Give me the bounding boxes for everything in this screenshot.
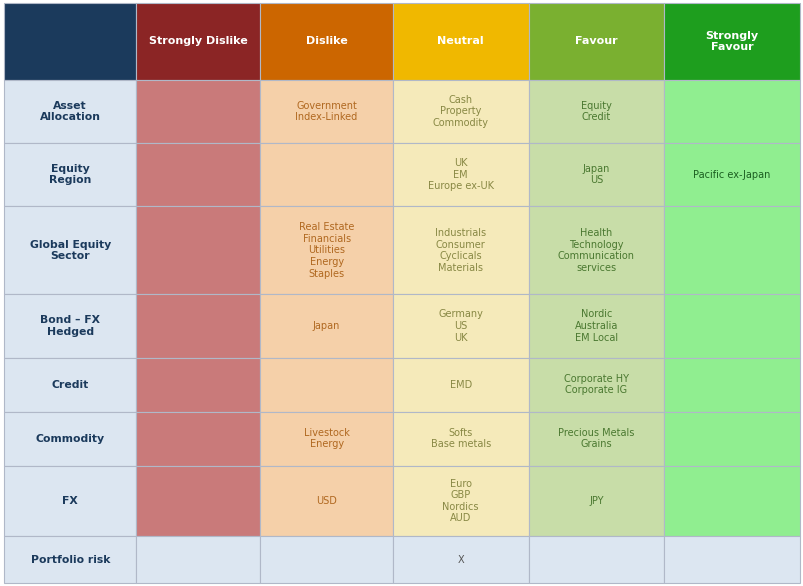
Text: Precious Metals
Grains: Precious Metals Grains (557, 428, 634, 449)
FancyBboxPatch shape (393, 206, 528, 294)
Text: Bond – FX
Hedged: Bond – FX Hedged (40, 315, 100, 337)
FancyBboxPatch shape (663, 143, 799, 206)
FancyBboxPatch shape (663, 80, 799, 143)
FancyBboxPatch shape (260, 206, 393, 294)
Text: Real Estate
Financials
Utilities
Energy
Staples: Real Estate Financials Utilities Energy … (299, 222, 354, 278)
FancyBboxPatch shape (4, 466, 137, 536)
Text: Softs
Base metals: Softs Base metals (430, 428, 490, 449)
FancyBboxPatch shape (4, 206, 137, 294)
Text: Japan: Japan (312, 321, 340, 331)
FancyBboxPatch shape (393, 143, 528, 206)
FancyBboxPatch shape (260, 80, 393, 143)
Text: Dislike: Dislike (305, 36, 347, 46)
Text: Neutral: Neutral (437, 36, 483, 46)
FancyBboxPatch shape (663, 294, 799, 357)
Text: Asset
Allocation: Asset Allocation (39, 101, 100, 122)
FancyBboxPatch shape (260, 3, 393, 80)
Text: X: X (457, 554, 463, 564)
FancyBboxPatch shape (137, 536, 260, 583)
FancyBboxPatch shape (4, 143, 137, 206)
FancyBboxPatch shape (528, 3, 663, 80)
FancyBboxPatch shape (137, 3, 260, 80)
Text: Germany
US
UK: Germany US UK (438, 309, 483, 343)
Text: Corporate HY
Corporate IG: Corporate HY Corporate IG (563, 374, 628, 396)
FancyBboxPatch shape (393, 3, 528, 80)
Text: Livestock
Energy: Livestock Energy (304, 428, 349, 449)
Text: Strongly Dislike: Strongly Dislike (149, 36, 247, 46)
FancyBboxPatch shape (393, 466, 528, 536)
Text: Portfolio risk: Portfolio risk (31, 554, 110, 564)
FancyBboxPatch shape (663, 411, 799, 466)
FancyBboxPatch shape (663, 206, 799, 294)
FancyBboxPatch shape (4, 411, 137, 466)
FancyBboxPatch shape (4, 357, 137, 411)
FancyBboxPatch shape (663, 466, 799, 536)
FancyBboxPatch shape (528, 143, 663, 206)
FancyBboxPatch shape (4, 3, 137, 80)
FancyBboxPatch shape (260, 536, 393, 583)
FancyBboxPatch shape (260, 411, 393, 466)
Text: Strongly
Favour: Strongly Favour (705, 30, 758, 52)
FancyBboxPatch shape (260, 357, 393, 411)
Text: EMD: EMD (449, 380, 471, 390)
FancyBboxPatch shape (663, 536, 799, 583)
Text: JPY: JPY (589, 496, 603, 506)
Text: Global Equity
Sector: Global Equity Sector (30, 240, 111, 261)
FancyBboxPatch shape (137, 206, 260, 294)
Text: Credit: Credit (51, 380, 88, 390)
FancyBboxPatch shape (260, 294, 393, 357)
Text: FX: FX (63, 496, 78, 506)
FancyBboxPatch shape (137, 80, 260, 143)
FancyBboxPatch shape (528, 294, 663, 357)
FancyBboxPatch shape (528, 466, 663, 536)
Text: UK
EM
Europe ex-UK: UK EM Europe ex-UK (427, 158, 493, 191)
FancyBboxPatch shape (137, 357, 260, 411)
FancyBboxPatch shape (393, 294, 528, 357)
FancyBboxPatch shape (137, 143, 260, 206)
Text: Equity
Credit: Equity Credit (581, 101, 611, 122)
FancyBboxPatch shape (137, 411, 260, 466)
FancyBboxPatch shape (528, 357, 663, 411)
FancyBboxPatch shape (4, 80, 137, 143)
FancyBboxPatch shape (137, 294, 260, 357)
Text: Industrials
Consumer
Cyclicals
Materials: Industrials Consumer Cyclicals Materials (434, 228, 486, 272)
FancyBboxPatch shape (260, 466, 393, 536)
FancyBboxPatch shape (137, 466, 260, 536)
Text: Pacific ex-Japan: Pacific ex-Japan (692, 170, 770, 180)
FancyBboxPatch shape (528, 411, 663, 466)
FancyBboxPatch shape (393, 536, 528, 583)
Text: Japan
US: Japan US (582, 164, 609, 186)
FancyBboxPatch shape (663, 357, 799, 411)
Text: Nordic
Australia
EM Local: Nordic Australia EM Local (574, 309, 618, 343)
FancyBboxPatch shape (528, 536, 663, 583)
Text: USD: USD (316, 496, 336, 506)
FancyBboxPatch shape (393, 80, 528, 143)
FancyBboxPatch shape (4, 294, 137, 357)
Text: Health
Technology
Communication
services: Health Technology Communication services (557, 228, 634, 272)
Text: Favour: Favour (574, 36, 617, 46)
FancyBboxPatch shape (528, 206, 663, 294)
FancyBboxPatch shape (663, 3, 799, 80)
FancyBboxPatch shape (4, 536, 137, 583)
FancyBboxPatch shape (260, 143, 393, 206)
Text: Government
Index-Linked: Government Index-Linked (295, 101, 357, 122)
Text: Commodity: Commodity (35, 434, 104, 444)
Text: Cash
Property
Commodity: Cash Property Commodity (432, 95, 488, 128)
FancyBboxPatch shape (528, 80, 663, 143)
FancyBboxPatch shape (393, 411, 528, 466)
FancyBboxPatch shape (393, 357, 528, 411)
Text: Equity
Region: Equity Region (49, 164, 92, 186)
Text: Euro
GBP
Nordics
AUD: Euro GBP Nordics AUD (442, 479, 479, 523)
